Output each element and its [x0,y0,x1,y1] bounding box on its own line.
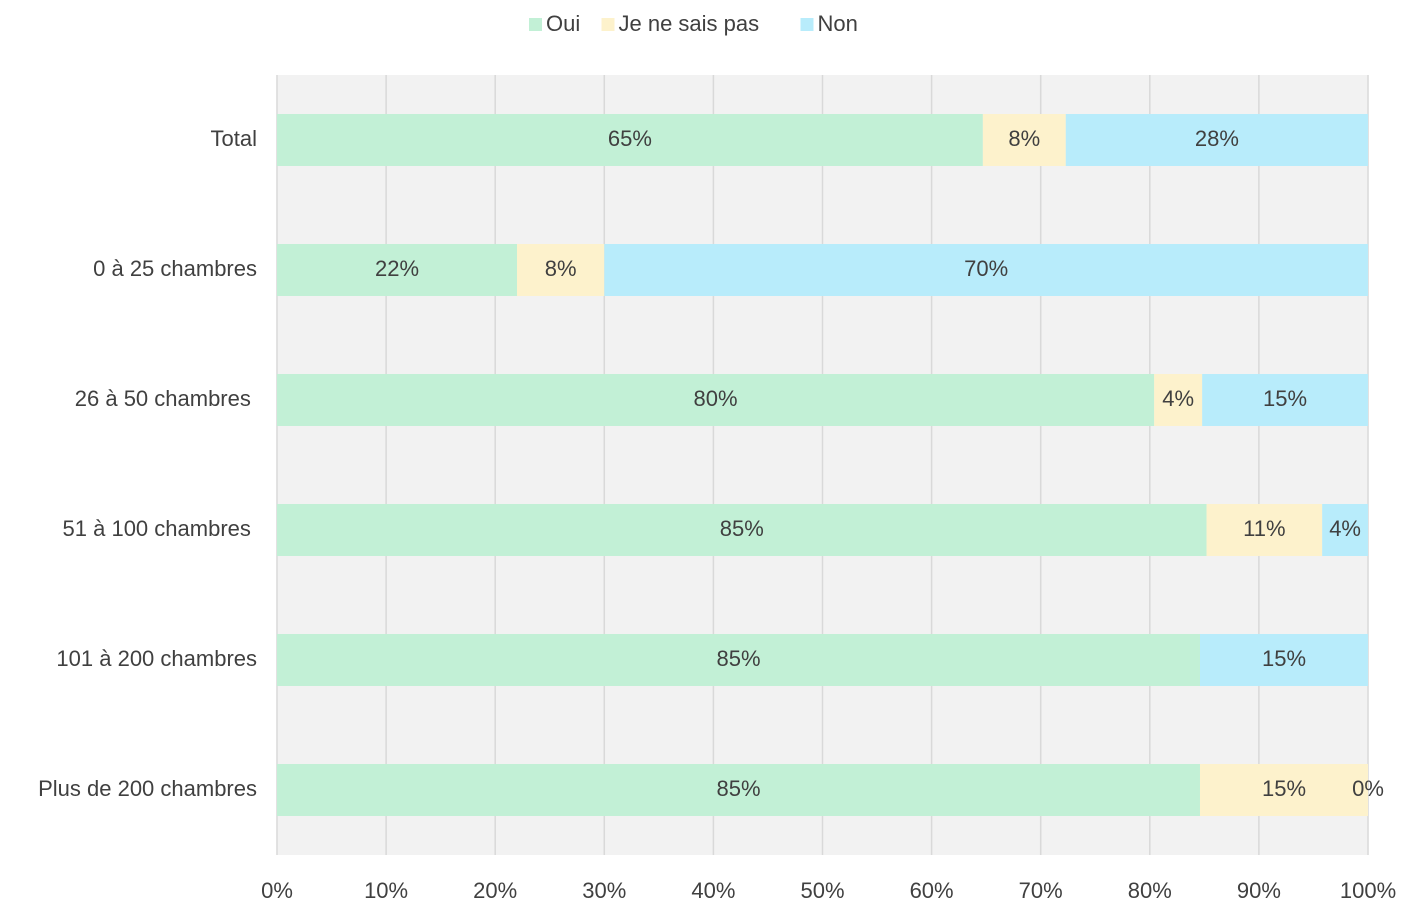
x-tick-label: 80% [1128,878,1172,903]
data-label: 4% [1162,386,1194,411]
bar-segment [277,244,518,296]
legend-swatch [529,18,542,31]
bar-segment [604,244,1368,296]
legend-label: Je ne sais pas [619,11,760,36]
legend-swatch [601,18,615,31]
bar-segment [277,504,1207,556]
data-label: 15% [1263,386,1307,411]
data-label: 28% [1195,126,1239,151]
y-tick-label: Total [211,126,257,151]
x-tick-label: 20% [473,878,517,903]
bar-segment [1154,374,1203,426]
x-tick-label: 50% [800,878,844,903]
x-tick-label: 90% [1237,878,1281,903]
bar-segment [1065,114,1368,166]
bar-segment [1202,374,1368,426]
data-label: 4% [1329,516,1361,541]
data-label: 8% [545,256,577,281]
data-label: 8% [1008,126,1040,151]
bar-segment [1199,634,1368,686]
data-label: 80% [694,386,738,411]
bar-segment [277,634,1200,686]
bar-segment [1206,504,1323,556]
data-label: 15% [1262,646,1306,671]
data-label: 85% [716,776,760,801]
data-label: 15% [1262,776,1306,801]
x-tick-label: 40% [691,878,735,903]
x-tick-label: 10% [364,878,408,903]
data-label: 65% [608,126,652,151]
bar-segment [1322,504,1368,556]
x-tick-label: 0% [261,878,293,903]
bar-segment [277,764,1200,816]
data-label: 11% [1243,516,1285,541]
y-tick-label: 51 à 100 chambres [63,516,257,541]
bar-segment [1199,764,1368,816]
data-label: 85% [720,516,764,541]
legend-swatch [800,18,814,31]
data-label: 0% [1352,776,1384,801]
legend-label: Oui [546,11,580,36]
y-tick-label: 0 à 25 chambres [93,256,257,281]
bar-segment [277,374,1155,426]
bar-segment [277,114,983,166]
x-tick-label: 30% [582,878,626,903]
bar-segment [982,114,1066,166]
x-tick-label: 60% [910,878,954,903]
data-label: 70% [964,256,1008,281]
x-tick-label: 70% [1019,878,1063,903]
y-tick-label: Plus de 200 chambres [38,776,257,801]
legend-label: Non [818,11,858,36]
x-tick-label: 100% [1340,878,1396,903]
y-tick-label: 101 à 200 chambres [56,646,257,671]
data-label: 22% [375,256,419,281]
y-tick-label: 26 à 50 chambres [75,386,257,411]
data-label: 85% [716,646,760,671]
bar-segment [517,244,605,296]
